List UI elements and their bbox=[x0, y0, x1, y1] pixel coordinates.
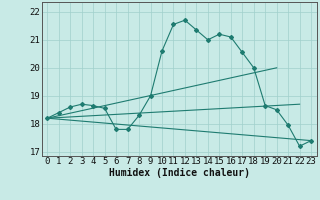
X-axis label: Humidex (Indice chaleur): Humidex (Indice chaleur) bbox=[109, 168, 250, 178]
